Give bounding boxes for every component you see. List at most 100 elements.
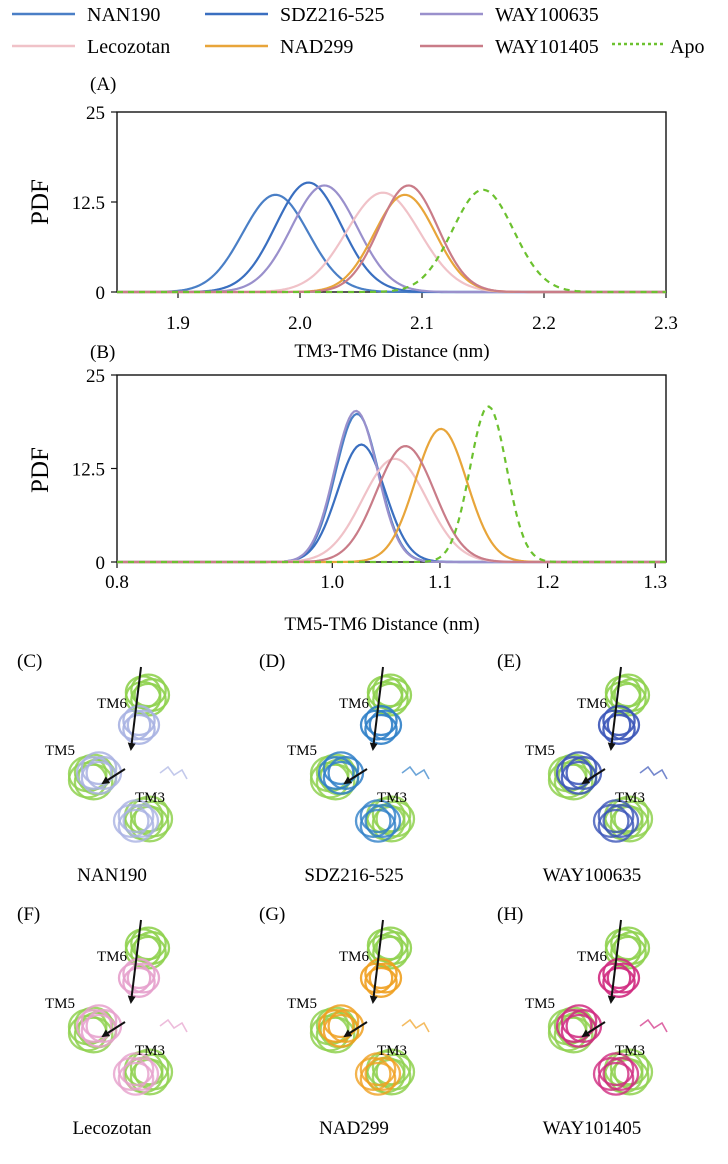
bound-helix-tm6 — [117, 709, 152, 741]
legend-label: WAY101405 — [495, 36, 599, 58]
apo-helix-tm6 — [372, 673, 409, 708]
bound-helix-tm3 — [112, 1057, 150, 1091]
series-line-way101405 — [117, 445, 666, 564]
bound-helix-tm6 — [368, 962, 403, 994]
bound-helix-tm5 — [327, 756, 365, 790]
structure-caption: NAN190 — [77, 865, 147, 886]
series-line-lecozotan — [117, 191, 666, 294]
legend-label: NAN190 — [87, 4, 160, 26]
tm6-arrow — [127, 919, 142, 1004]
bound-helix-tm3 — [359, 808, 397, 843]
bound-helix-tm6 — [122, 966, 156, 998]
ligand — [159, 1018, 188, 1033]
tm5-arrow — [581, 768, 606, 785]
tm5-arrow — [101, 1021, 126, 1038]
structure-panel-way101405: (H) TM6 TM5 TM3 WAY101405 — [497, 904, 668, 1139]
series-line-sdz216-525 — [117, 443, 666, 564]
structure-panel-sdz216-525: (D) TM6 TM5 TM3 SDZ216-525 — [259, 651, 430, 886]
bound-helix-tm6 — [122, 958, 156, 990]
bound-helix-tm5 — [317, 1009, 355, 1043]
bound-helix-tm3 — [359, 1061, 397, 1096]
tm5-arrow — [581, 1021, 606, 1038]
tm6-label: TM6 — [577, 949, 608, 965]
tm6-arrow — [127, 666, 142, 751]
x-tick-label: 2.3 — [654, 313, 678, 334]
legend-item-sdz216-525: SDZ216-525 — [205, 4, 384, 26]
bound-helix-tm3 — [597, 1061, 635, 1096]
bound-helix-tm5 — [322, 760, 360, 795]
y-tick-label: 25 — [86, 366, 105, 387]
bound-helix-tm6 — [126, 709, 161, 741]
ligand — [639, 765, 668, 780]
bound-helix-tm6 — [602, 966, 636, 998]
bound-helix-tm3 — [602, 1057, 640, 1091]
chart-panel-a: (A) PDF TM3-TM6 Distance (nm) 1.9 2.0 2.1 2… — [27, 74, 678, 362]
ligand — [159, 765, 188, 780]
bound-helix-tm5 — [322, 1013, 360, 1048]
bound-helix-tm3 — [597, 1052, 635, 1087]
bound-helix-tm6 — [364, 705, 398, 737]
bound-helix-tm6 — [602, 713, 636, 745]
y-tick-label: 25 — [86, 103, 105, 124]
structure-panel-label: (C) — [17, 651, 42, 672]
bound-helix-tm6 — [364, 958, 398, 990]
bound-helix-tm6 — [359, 709, 394, 741]
bound-helix-tm5 — [85, 1009, 123, 1043]
structure-panel-label: (E) — [497, 651, 521, 672]
bound-helix-tm6 — [364, 713, 398, 745]
y-axis-label-b: PDF — [27, 447, 54, 493]
bound-helix-tm6 — [117, 962, 152, 994]
tm6-label: TM6 — [339, 949, 370, 965]
bound-helix-tm6 — [606, 709, 641, 741]
tm6-arrow — [369, 666, 384, 751]
bound-helix-tm6 — [368, 709, 403, 741]
x-tick-label: 1.0 — [320, 572, 344, 593]
bound-helix-tm5 — [560, 1013, 598, 1048]
bound-helix-tm3 — [354, 1057, 392, 1091]
chart-panel-b: (B) PDF TM5-TM6 Distance (nm) 0.8 1.0 1.1 1… — [27, 342, 667, 635]
structure-caption: WAY101405 — [543, 1118, 642, 1139]
x-tick-label: 1.3 — [643, 572, 667, 593]
panel-label-b: (B) — [90, 342, 115, 363]
bound-helix-tm6 — [122, 713, 156, 745]
tm3-label: TM3 — [615, 790, 645, 806]
bound-helix-tm5 — [80, 760, 118, 795]
bound-helix-tm6 — [606, 962, 641, 994]
structure-caption: Lecozotan — [72, 1118, 152, 1139]
apo-helix-tm3 — [129, 1048, 170, 1086]
tm3-label: TM3 — [135, 1043, 165, 1059]
ligand — [639, 1018, 668, 1033]
y-axis-label-a: PDF — [27, 179, 54, 225]
x-tick-label: 2.0 — [288, 313, 312, 334]
structure-panel-nan190: (C) TM6 TM5 TM3 NAN190 — [17, 651, 188, 886]
legend: NAN190 SDZ216-525 WAY100635 Lecozotan NAD299… — [12, 4, 704, 58]
series-line-way101405 — [117, 184, 666, 294]
tm6-arrow — [369, 919, 384, 1004]
tm5-label: TM5 — [45, 996, 75, 1012]
series-line-apo — [117, 188, 666, 294]
bound-helix-tm3 — [112, 804, 150, 838]
tm3-label: TM3 — [135, 790, 165, 806]
bound-helix-tm5 — [555, 756, 593, 790]
series-line-sdz216-525 — [117, 181, 666, 294]
bound-helix-tm5 — [565, 1009, 603, 1043]
bound-helix-tm5 — [317, 756, 355, 790]
bound-helix-tm6 — [602, 705, 636, 737]
bound-helix-tm3 — [364, 1057, 402, 1091]
x-tick-label: 1.1 — [428, 572, 452, 593]
apo-helix-tm6 — [610, 926, 647, 961]
legend-item-way101405: WAY101405 — [420, 36, 599, 58]
tm5-label: TM5 — [525, 743, 555, 759]
legend-label: SDZ216-525 — [280, 4, 384, 26]
bound-helix-tm5 — [80, 1013, 118, 1048]
series-line-apo — [117, 405, 666, 564]
bound-helix-tm3 — [359, 1052, 397, 1087]
bound-helix-tm5 — [560, 1004, 598, 1039]
bound-helix-tm3 — [592, 1057, 630, 1091]
bound-helix-tm5 — [80, 1004, 118, 1039]
bound-helix-tm6 — [122, 705, 156, 737]
x-tick-label: 1.9 — [166, 313, 190, 334]
tm6-arrow — [607, 919, 622, 1004]
tm6-arrow — [607, 666, 622, 751]
x-tick-label: 1.2 — [536, 572, 560, 593]
